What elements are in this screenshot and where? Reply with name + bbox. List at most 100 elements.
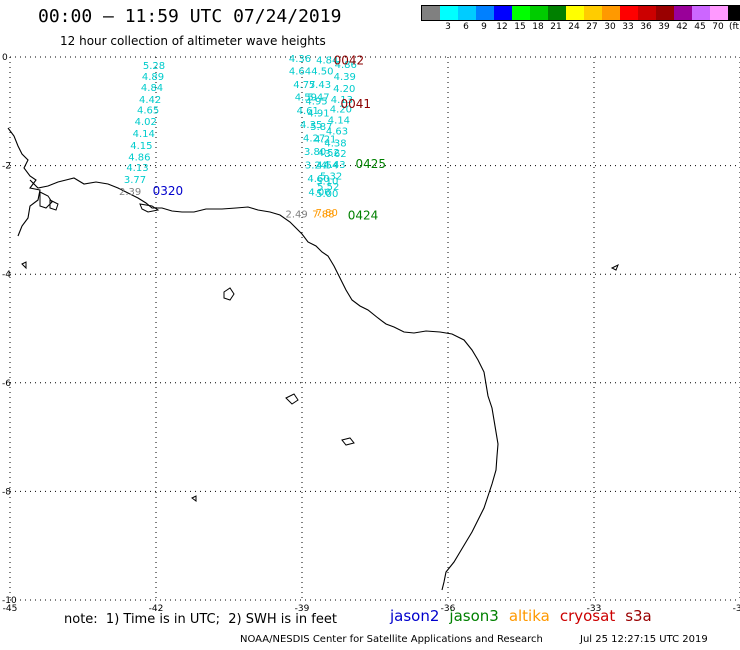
- colorbar-swatch: [656, 6, 674, 20]
- y-tick-label: -2: [2, 162, 11, 172]
- x-tick-label: -39: [295, 604, 310, 614]
- legend-item-altika: altika: [508, 607, 550, 625]
- axis-labels: -45 -42 -39 -36 -33 -30 0 -2 -4 -6 -8 -10: [2, 53, 740, 614]
- colorbar-label: 3: [445, 22, 451, 32]
- wave-height-value: 4.89: [142, 72, 164, 83]
- colorbar-label: 30: [604, 22, 616, 32]
- satellite-legend: jason2 jason3 altika cryosat s3a: [390, 607, 662, 625]
- x-tick-label: -33: [587, 604, 602, 614]
- legend-item-jason3: jason3: [449, 607, 499, 625]
- wave-height-value: 5.43: [309, 80, 331, 91]
- wave-height-value: 4.27: [303, 133, 325, 144]
- brazil-coastline: [29, 177, 499, 591]
- map-title: 00:00 – 11:59 UTC 07/24/2019: [38, 6, 342, 27]
- wave-height-value: 2.39: [119, 187, 141, 198]
- wave-height-value: 5.28: [143, 61, 165, 72]
- colorbar-swatch: [692, 6, 710, 20]
- colorbar-label: 15: [514, 22, 526, 32]
- wave-height-value: 4.95: [305, 96, 327, 107]
- wave-height-value: 2.49: [285, 209, 307, 220]
- colorbar-swatch: [476, 6, 494, 20]
- colorbar-swatch: [710, 6, 728, 20]
- wave-height-value: 4.06: [308, 188, 330, 199]
- wave-height-value: 4.50: [311, 67, 333, 78]
- wave-height-value: 4.14: [328, 115, 350, 126]
- wave-height-value: 4.86: [335, 60, 357, 71]
- colorbar-label: 70: [712, 22, 724, 32]
- y-tick-label: 0: [2, 53, 8, 63]
- wave-height-value: 4.39: [334, 72, 356, 83]
- colorbar-label: 27: [586, 22, 598, 32]
- wave-height-value: 4.42: [139, 95, 161, 106]
- wave-height-value: 5.52: [317, 182, 339, 193]
- colorbar-swatch: [422, 6, 440, 20]
- wave-height-value: 4.13: [331, 95, 353, 106]
- coastline: [7, 127, 619, 591]
- wave-height-value: 4.21: [314, 134, 336, 145]
- y-tick-label: -4: [2, 270, 11, 280]
- colorbar-swatch: [530, 6, 548, 20]
- y-tick-label: -6: [2, 379, 11, 389]
- pass-ids: 0042 0041 0425 0424 0320: [153, 54, 386, 223]
- footer-credit: NOAA/NESDIS Center for Satellite Applica…: [240, 634, 543, 645]
- x-tick-label: -30: [733, 604, 740, 614]
- colorbar-label: 45: [694, 22, 706, 32]
- x-tick-label: -45: [3, 604, 18, 614]
- wave-height-value: 4.20: [333, 84, 355, 95]
- wave-height-value: 4.84: [316, 56, 338, 67]
- colorbar-swatch: [584, 6, 602, 20]
- colorbar-swatch: [728, 6, 740, 20]
- colorbar-label: 21: [550, 22, 562, 32]
- wave-height-value: 3.24: [305, 161, 327, 172]
- colorbar-swatch: [566, 6, 584, 20]
- island-2: [285, 393, 299, 405]
- wave-height-value: 4.52: [318, 148, 340, 159]
- wave-height-value: 5.10: [316, 176, 338, 187]
- colorbar-swatch: [494, 6, 512, 20]
- y-tick-label: -8: [2, 487, 11, 497]
- wave-height-value: 4.14: [133, 129, 155, 140]
- pass-id-label: 0320: [153, 184, 184, 198]
- colorbar-label: 42: [676, 22, 688, 32]
- wave-height-value: 4.38: [324, 138, 346, 149]
- wave-height-value: 7.88: [312, 209, 334, 220]
- wave-height-value: 4.20: [330, 105, 352, 116]
- wave-height-value: 5.87: [310, 122, 332, 133]
- colorbar-swatch: [548, 6, 566, 20]
- colorbar-label: 24: [568, 22, 580, 32]
- colorbar-swatch: [512, 6, 530, 20]
- island-4: [21, 261, 619, 502]
- wave-height-value: 4.02: [135, 117, 157, 128]
- colorbar-label: 12: [496, 22, 508, 32]
- wave-height-value: 5.47: [307, 93, 329, 104]
- map-subtitle: 12 hour collection of altimeter wave hei…: [60, 34, 326, 48]
- wave-height-value: 4.91: [307, 108, 329, 119]
- wave-height-value: 4.63: [326, 126, 348, 137]
- west-coast-fragment: [7, 127, 41, 237]
- wave-height-value: 4.13: [126, 163, 148, 174]
- wave-height-value: 4.15: [130, 141, 152, 152]
- legend-item-cryosat: cryosat: [559, 607, 616, 625]
- note-text: note: 1) Time is in UTC; 2) SWH is in fe…: [64, 612, 337, 627]
- colorbar-swatch: [674, 6, 692, 20]
- colorbar-swatch: [458, 6, 476, 20]
- pass-id-label: 0042: [334, 54, 365, 68]
- wave-height-value: 4.36: [289, 54, 311, 65]
- wave-height-value: 5.32: [320, 171, 342, 182]
- wave-height-colorbar: [421, 5, 740, 21]
- colorbar-swatch: [602, 6, 620, 20]
- wave-height-value: 4.65: [137, 106, 159, 117]
- wave-height-value: 4.77: [293, 80, 315, 91]
- wave-height-value: 4.64: [289, 67, 311, 78]
- colorbar-swatch: [638, 6, 656, 20]
- colorbar-swatch: [620, 6, 638, 20]
- y-tick-label: -10: [2, 596, 17, 606]
- colorbar-unit: (ft): [729, 22, 740, 32]
- island-1: [223, 287, 235, 301]
- wave-height-value: 4.54: [316, 161, 338, 172]
- wave-height-value: 5.00: [316, 189, 338, 200]
- pass-id-label: 0424: [348, 208, 379, 222]
- wave-height-value: 4.61: [297, 106, 319, 117]
- pass-id-label: 0425: [356, 157, 387, 171]
- pass-id-label: 0041: [340, 97, 371, 111]
